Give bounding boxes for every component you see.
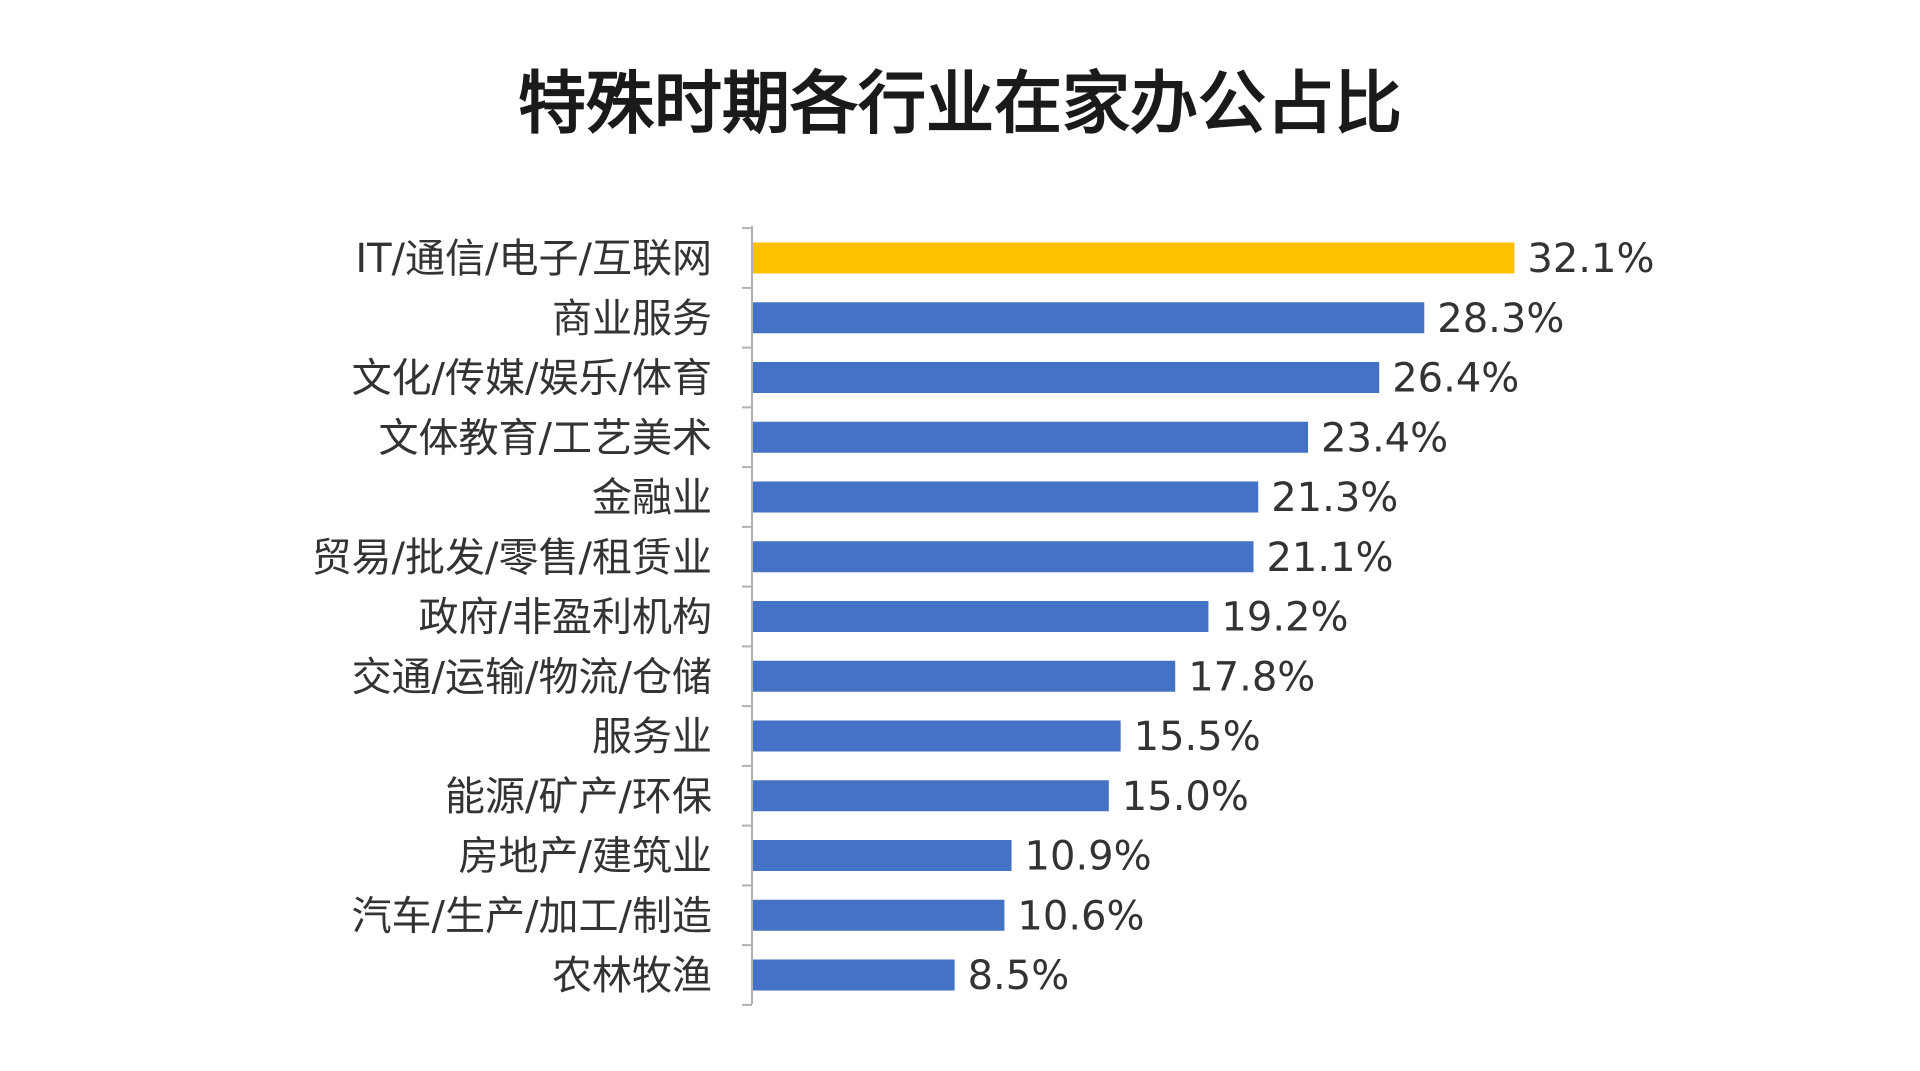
category-label: 贸易/批发/零售/租赁业 [312,535,712,581]
category-axis [742,226,753,1006]
value-label: 28.3% [1437,296,1564,342]
value-label: 21.3% [1271,475,1398,521]
category-label: 商业服务 [552,296,712,342]
bar [753,660,1176,692]
value-label: 10.6% [1017,893,1144,939]
bar [753,302,1425,334]
bars-group [753,242,1515,991]
bar [753,601,1209,632]
value-label: 19.2% [1221,595,1348,641]
category-label: IT/通信/电子/互联网 [355,236,712,282]
value-label: 8.5% [968,953,1070,999]
category-label: 交通/运输/物流/仓储 [352,654,712,700]
value-label: 15.0% [1122,774,1249,820]
value-label: 32.1% [1527,236,1654,282]
chart-title: 特殊时期各行业在家办公占比 [517,65,1402,144]
category-label: 政府/非盈利机构 [419,595,712,641]
bar [753,421,1309,453]
bar [753,720,1121,752]
bar [753,362,1380,393]
value-label: 26.4% [1392,356,1519,402]
labels-group: IT/通信/电子/互联网 32.1% 商业服务 28.3% 文化/传媒/娱乐/体育 26.… [312,236,1655,999]
category-label: 金融业 [592,475,712,521]
value-label: 10.9% [1025,834,1152,880]
bar [753,541,1254,573]
category-label: 农林牧渔 [552,953,712,999]
value-label: 15.5% [1134,714,1261,760]
bar [753,481,1259,513]
category-label: 文化/传媒/娱乐/体育 [352,356,712,402]
bar [753,242,1515,274]
bar [753,899,1005,931]
bar [753,959,955,991]
bar [753,780,1109,812]
bar [753,840,1012,871]
category-label: 房地产/建筑业 [459,834,712,880]
value-label: 23.4% [1321,415,1448,461]
category-label: 能源/矿产/环保 [445,774,712,820]
value-label: 21.1% [1266,535,1393,581]
value-label: 17.8% [1188,654,1315,700]
category-label: 文体教育/工艺美术 [379,415,712,461]
category-label: 服务业 [592,714,712,760]
category-label: 汽车/生产/加工/制造 [352,893,712,939]
